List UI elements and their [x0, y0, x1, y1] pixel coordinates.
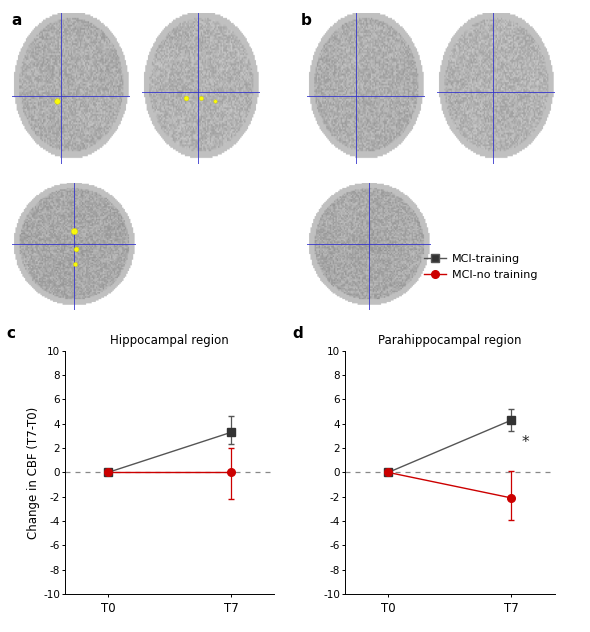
- Text: b: b: [301, 13, 312, 28]
- Legend: MCI-training, MCI-no training: MCI-training, MCI-no training: [424, 254, 537, 280]
- Text: c: c: [6, 326, 15, 341]
- Title: Hippocampal region: Hippocampal region: [110, 334, 229, 347]
- Text: *: *: [522, 435, 529, 449]
- Text: a: a: [12, 13, 22, 28]
- Text: d: d: [293, 326, 303, 341]
- Y-axis label: Change in CBF (T7-T0): Change in CBF (T7-T0): [27, 406, 40, 538]
- Title: Parahippocampal region: Parahippocampal region: [378, 334, 522, 347]
